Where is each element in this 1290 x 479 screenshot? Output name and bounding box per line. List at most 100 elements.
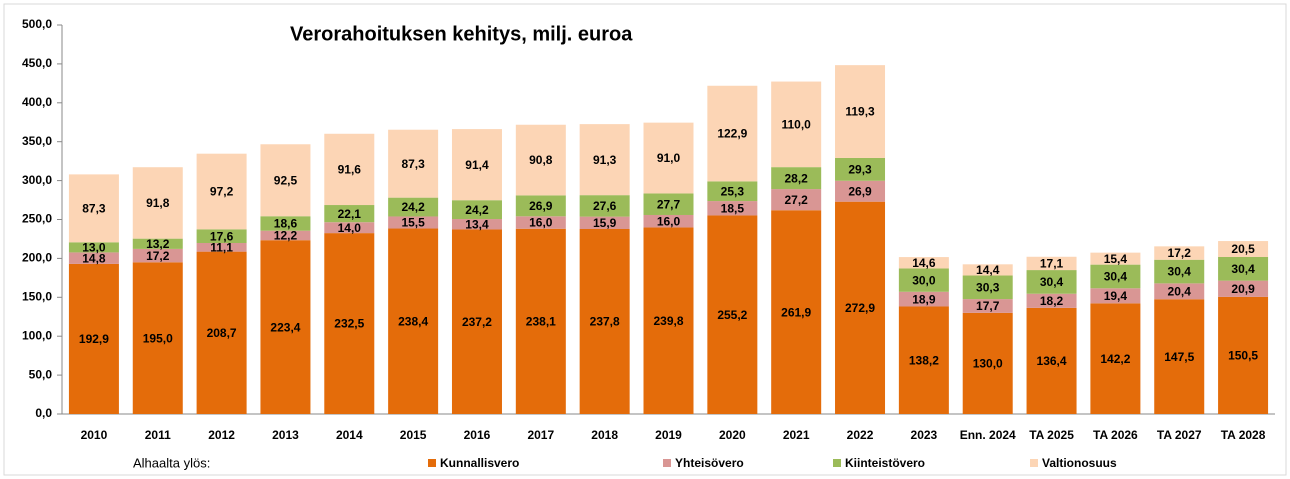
- x-tick-label: 2013: [272, 428, 299, 442]
- chart-title: Verorahoituksen kehitys, milj. euroa: [290, 23, 633, 45]
- bar-segment: [1026, 270, 1077, 294]
- bar-segment: [324, 205, 375, 223]
- data-label: 17,7: [976, 299, 1000, 313]
- x-tick-label: 2019: [655, 428, 682, 442]
- data-label: 97,2: [210, 185, 234, 199]
- bar-segment: [451, 219, 502, 230]
- bar-segment: [643, 227, 694, 414]
- bar-segment: [68, 263, 119, 414]
- legend-swatch: [1030, 459, 1038, 467]
- y-tick-label: 200,0: [22, 251, 52, 265]
- bar-segment: [898, 257, 949, 269]
- bar-segment: [1026, 307, 1077, 414]
- bar-segment: [132, 262, 183, 414]
- legend-label: Yhteisövero: [675, 456, 744, 470]
- bar-segment: [579, 195, 630, 217]
- bar-segment: [388, 197, 439, 217]
- data-label: 192,9: [79, 332, 109, 346]
- x-tick-label: Enn. 2024: [960, 428, 1016, 442]
- data-label: 26,9: [848, 184, 872, 198]
- bar-segment: [1090, 288, 1141, 304]
- bar-segment: [451, 129, 502, 201]
- legend-label: Valtionosuus: [1042, 456, 1117, 470]
- bar-segment: [707, 201, 758, 216]
- x-tick-label: TA 2027: [1157, 428, 1202, 442]
- data-label: 16,0: [657, 214, 681, 228]
- bar-segment: [132, 248, 183, 263]
- data-label: 25,3: [721, 184, 745, 198]
- y-tick-label: 350,0: [22, 134, 52, 148]
- data-label: 138,2: [909, 353, 939, 367]
- data-label: 20,9: [1231, 282, 1255, 296]
- x-tick-label: 2022: [847, 428, 874, 442]
- data-label: 24,2: [465, 203, 489, 217]
- bar-segment: [771, 210, 822, 414]
- data-label: 91,4: [465, 158, 489, 172]
- bar-segment: [515, 216, 566, 229]
- bar-segment: [388, 228, 439, 414]
- bar-segment: [962, 275, 1013, 300]
- bar-segment: [1218, 296, 1269, 414]
- x-tick-label: 2015: [400, 428, 427, 442]
- y-tick-label: 250,0: [22, 212, 52, 226]
- data-label: 13,4: [465, 217, 489, 231]
- bar-segment: [643, 193, 694, 215]
- data-label: 29,3: [848, 163, 872, 177]
- data-label: 208,7: [207, 326, 237, 340]
- bar-segment: [707, 85, 758, 182]
- bar-segment: [68, 252, 119, 264]
- data-label: 14,0: [338, 221, 362, 235]
- bar-segment: [260, 144, 311, 217]
- bar-segment: [515, 124, 566, 196]
- x-tick-label: 2018: [591, 428, 618, 442]
- bar-segment: [451, 200, 502, 220]
- data-label: 17,6: [210, 229, 234, 243]
- bar-segment: [132, 238, 183, 249]
- x-tick-label: 2020: [719, 428, 746, 442]
- bar-segment: [132, 167, 183, 239]
- legend-prefix: Alhaalta ylös:: [133, 455, 210, 470]
- x-tick-label: TA 2028: [1221, 428, 1266, 442]
- data-label: 15,4: [1104, 252, 1128, 266]
- x-tick-label: TA 2026: [1093, 428, 1138, 442]
- bar-segment: [579, 228, 630, 414]
- bar-segment: [196, 153, 247, 230]
- legend-swatch: [833, 459, 841, 467]
- bar-segment: [579, 216, 630, 229]
- data-label: 90,8: [529, 153, 553, 167]
- data-label: 237,8: [590, 315, 620, 329]
- bar-segment: [1218, 256, 1269, 281]
- y-tick-label: 400,0: [22, 95, 52, 109]
- bar-segment: [1090, 303, 1141, 414]
- bar-segment: [196, 242, 247, 252]
- bar-segment: [1154, 259, 1205, 284]
- x-tick-label: 2014: [336, 428, 363, 442]
- data-label: 87,3: [401, 157, 425, 171]
- data-label: 20,5: [1231, 242, 1255, 256]
- data-label: 30,3: [976, 280, 1000, 294]
- data-label: 14,8: [82, 251, 106, 265]
- data-label: 27,2: [785, 193, 809, 207]
- bar-segment: [388, 129, 439, 198]
- data-label: 27,6: [593, 199, 617, 213]
- bar-segment: [643, 214, 694, 228]
- x-tick-label: TA 2025: [1029, 428, 1074, 442]
- bar-segment: [1090, 252, 1141, 265]
- bar-segment: [196, 229, 247, 243]
- bar-segment: [962, 264, 1013, 276]
- data-label: 92,5: [274, 173, 298, 187]
- data-label: 195,0: [143, 331, 173, 345]
- bar-segment: [898, 291, 949, 307]
- data-label: 26,9: [529, 199, 553, 213]
- data-label: 91,3: [593, 153, 617, 167]
- bar-segment: [68, 242, 119, 253]
- data-label: 239,8: [653, 314, 683, 328]
- x-tick-label: 2010: [81, 428, 108, 442]
- bar-segment: [451, 229, 502, 414]
- data-label: 238,4: [398, 314, 428, 328]
- y-tick-label: 50,0: [29, 367, 53, 381]
- data-label: 13,0: [82, 241, 106, 255]
- legend-label: Kiinteistövero: [845, 456, 925, 470]
- data-label: 30,4: [1168, 265, 1192, 279]
- bar-segment: [1154, 246, 1205, 260]
